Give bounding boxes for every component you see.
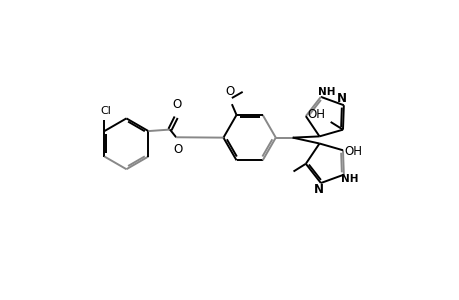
Text: N: N	[313, 184, 323, 196]
Text: NH: NH	[318, 87, 335, 97]
Text: OH: OH	[344, 145, 362, 158]
Text: Cl: Cl	[100, 106, 111, 116]
Text: O: O	[172, 98, 181, 111]
Text: O: O	[173, 143, 182, 156]
Text: NH: NH	[341, 174, 358, 184]
Text: N: N	[336, 92, 346, 105]
Text: O: O	[225, 85, 235, 98]
Text: OH: OH	[307, 108, 325, 121]
